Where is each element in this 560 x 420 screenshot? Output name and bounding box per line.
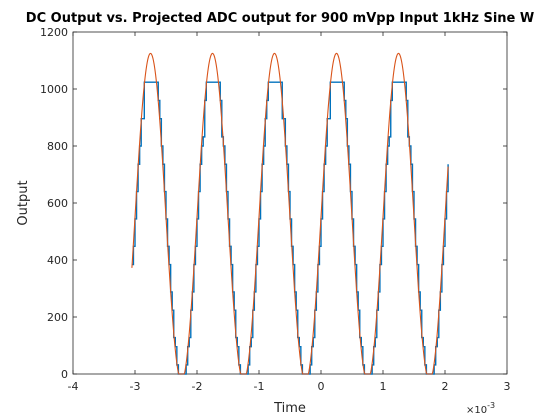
x-tick-label: 1 <box>380 380 387 393</box>
x-tick-label: -1 <box>254 380 265 393</box>
series-layer <box>131 52 449 375</box>
y-tick-label: 1200 <box>40 26 68 39</box>
plot-area: -4 -3 -2 -1 0 1 2 3 0 200 400 600 800 1000 1200 <box>40 26 511 393</box>
chart-title: DC Output vs. Projected ADC output for 9… <box>26 11 534 26</box>
y-tick-label: 400 <box>47 254 68 267</box>
x-tick-label: -3 <box>130 380 141 393</box>
x-axis-exponent: ×10-3 <box>466 401 495 416</box>
x-tick-label: -2 <box>192 380 203 393</box>
ticks-layer: -4 -3 -2 -1 0 1 2 3 0 200 400 600 800 1000 1200 <box>40 26 511 393</box>
y-tick-label: 800 <box>47 140 68 153</box>
x-tick-label: 3 <box>504 380 511 393</box>
x-tick-label: -4 <box>68 380 79 393</box>
y-tick-label: 1000 <box>40 83 68 96</box>
x-axis-label: Time <box>273 401 306 416</box>
series-projected-sine <box>131 52 449 375</box>
y-axis-label: Output <box>16 180 31 225</box>
y-tick-label: 200 <box>47 311 68 324</box>
y-tick-label: 0 <box>61 368 68 381</box>
x-tick-label: 0 <box>318 380 325 393</box>
series-adc-output <box>131 81 449 375</box>
y-tick-label: 600 <box>47 197 68 210</box>
x-tick-label: 2 <box>442 380 449 393</box>
